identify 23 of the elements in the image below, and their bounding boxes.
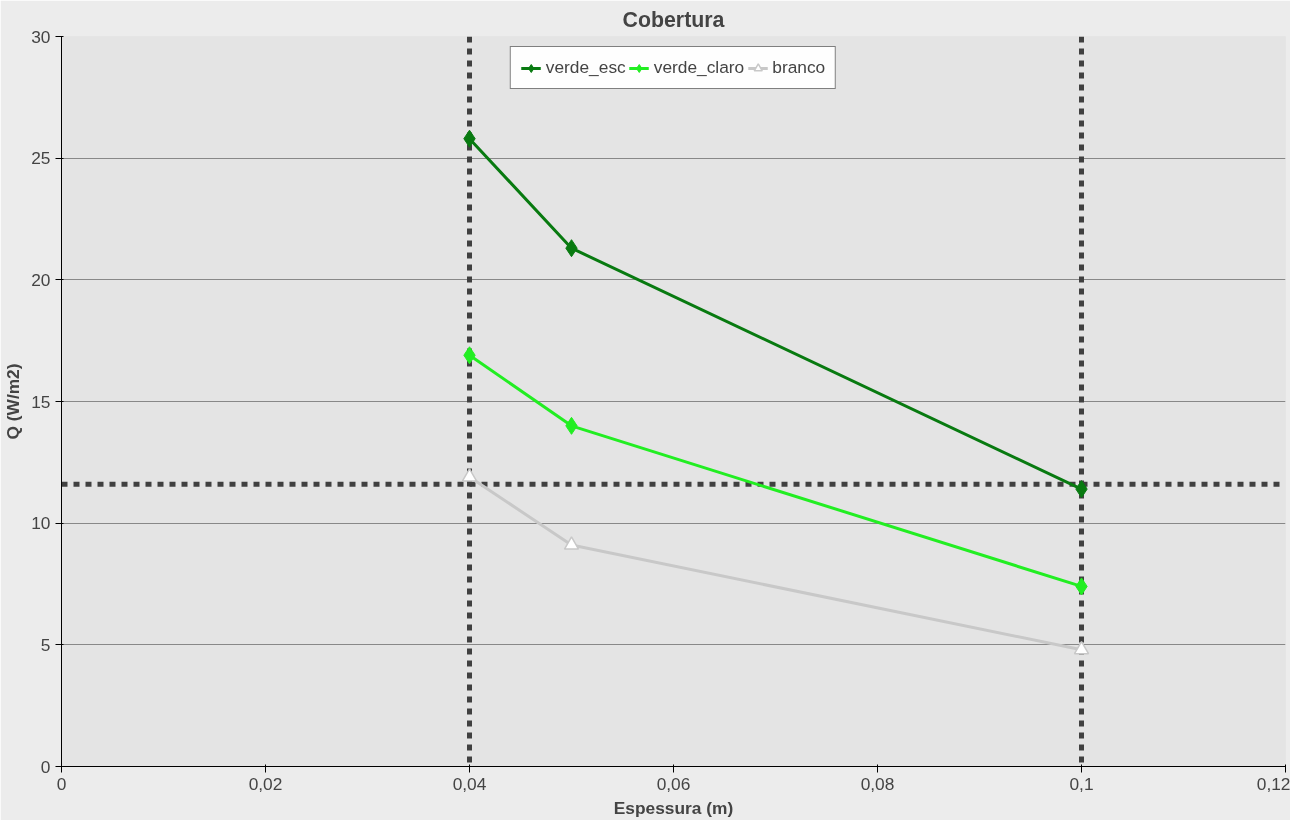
y-tick-label: 25 [31,148,51,169]
y-tick-label: 20 [31,269,51,290]
x-tick-label: 0,1 [1069,773,1094,794]
y-tick-label: 0 [40,756,51,777]
x-axis-title: Espessura (m) [613,797,734,818]
y-tick-label: 30 [31,26,51,47]
x-tick-label: 0 [56,773,67,794]
legend-label: branco [772,57,826,78]
x-tick-label: 0,12 [1256,773,1291,794]
point [461,468,478,482]
x-tick-label: 0,02 [248,773,283,794]
legend-label: verde_esc [545,57,626,78]
legend-label: verde_claro [653,57,745,78]
chart-title: Cobertura [622,7,725,32]
y-tick-label: 10 [31,513,51,534]
x-tick-label: 0,06 [656,773,691,794]
x-tick-label: 0,04 [452,773,487,794]
y-axis-title: Q (W/m2) [3,363,24,440]
point [1073,640,1090,655]
y-tick-label: 5 [40,634,51,655]
y-tick-label: 15 [31,391,51,412]
point [563,536,580,550]
x-tick-label: 0,08 [860,773,895,794]
